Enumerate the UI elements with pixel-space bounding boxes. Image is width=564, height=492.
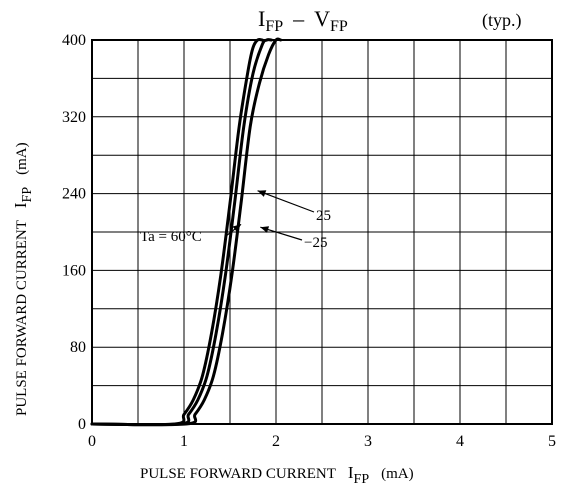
x-tick-label: 5 <box>548 433 556 450</box>
x-axis-label-sym-sub: FP <box>354 472 370 487</box>
chart-title: IFP – VFP <box>258 6 348 35</box>
title-sep: – <box>292 6 305 31</box>
title-second-sub: FP <box>330 18 348 35</box>
series-lines <box>90 37 283 427</box>
title-main-sub: FP <box>265 18 283 35</box>
grid <box>92 40 552 424</box>
annotation-minus-25: −25 <box>304 235 327 251</box>
title-main: I <box>258 6 265 31</box>
y-axis-label-sym-sub: FP <box>20 187 35 203</box>
y-tick-label: 400 <box>62 32 86 49</box>
y-axis-label: PULSE FORWARD CURRENT IFP (mA) <box>11 142 35 416</box>
annotation-leaders <box>225 190 315 241</box>
annotation-25: 25 <box>316 208 331 224</box>
x-axis-label-text: PULSE FORWARD CURRENT <box>140 466 336 482</box>
y-axis-label-text: PULSE FORWARD CURRENT <box>14 220 30 416</box>
series-line-2 <box>90 37 283 427</box>
y-tick-label: 160 <box>62 262 86 279</box>
leader-ta-60-arrowhead <box>232 224 242 232</box>
series-line-1 <box>90 38 273 427</box>
x-axis-label: PULSE FORWARD CURRENT IFP (mA) <box>140 463 414 487</box>
y-tick-label: 0 <box>78 416 86 433</box>
y-axis-label-sym: I <box>11 202 30 208</box>
x-tick-label: 1 <box>180 433 188 450</box>
leader-25 <box>257 190 315 213</box>
x-tick-label: 4 <box>456 433 464 450</box>
y-tick-label: 240 <box>62 186 86 203</box>
y-tick-label: 80 <box>70 339 86 356</box>
series-line-0 <box>90 37 264 427</box>
x-tick-labels: 0 1 2 3 4 5 <box>88 433 556 450</box>
y-axis-label-unit: (mA) <box>14 142 30 175</box>
title-second: V <box>314 6 330 31</box>
y-tick-label: 320 <box>62 109 86 126</box>
x-axis-label-sym: I <box>348 463 354 482</box>
plot-frame <box>91 39 553 425</box>
x-tick-label: 0 <box>88 433 96 450</box>
annotation-ta-60: Ta = 60°C <box>140 229 202 245</box>
x-tick-label: 3 <box>364 433 372 450</box>
x-tick-label: 2 <box>272 433 280 450</box>
y-tick-labels: 0 80 160 240 320 400 <box>62 32 86 433</box>
leader-25-arrowhead <box>257 190 267 197</box>
leader-minus-25-arrowhead <box>260 226 270 233</box>
title-note: (typ.) <box>482 10 522 31</box>
x-axis-label-unit: (mA) <box>381 466 414 482</box>
